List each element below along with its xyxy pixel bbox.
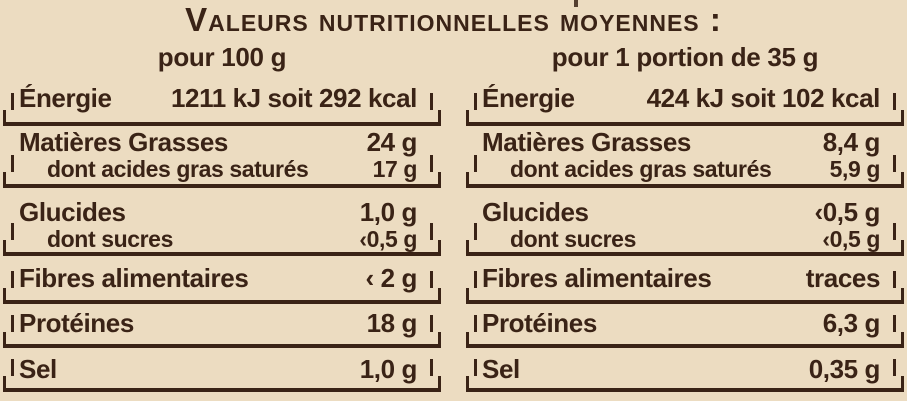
row-value: 424 kJ soit 102 kcal (646, 83, 881, 113)
row-label: Fibres alimentaires (482, 263, 712, 293)
row-energie: Énergie 424 kJ soit 102 kcal (466, 78, 904, 126)
row-label: Protéines (482, 308, 597, 338)
row-proteines: Protéines 6,3 g (466, 304, 904, 348)
row-line: Matières Grasses 24 g (3, 128, 441, 156)
row-subline: dont sucres ‹0,5 g (466, 226, 904, 252)
row-label: Sel (19, 354, 57, 384)
row-matieres-grasses: Matières Grasses 24 g dont acides gras s… (3, 126, 441, 188)
row-fibres: Fibres alimentaires traces (466, 256, 904, 304)
row-energie: Énergie 1211 kJ soit 292 kcal (3, 78, 441, 126)
row-label: Glucides (19, 197, 126, 227)
row-value: 8,4 g (822, 127, 881, 157)
row-value: 6,3 g (822, 308, 881, 338)
row-sub-label: dont acides gras saturés (47, 156, 309, 182)
row-label: Matières Grasses (19, 127, 228, 157)
row-sub-value: 5,9 g (829, 156, 881, 182)
row-line: Matières Grasses 8,4 g (466, 128, 904, 156)
row-value: 1211 kJ soit 292 kcal (170, 83, 417, 113)
row-value: 24 g (366, 127, 418, 157)
row-line: Sel 0,35 g (466, 355, 904, 383)
row-proteines: Protéines 18 g (3, 304, 441, 348)
row-line: Fibres alimentaires ‹ 2 g (3, 264, 441, 292)
row-line: Protéines 18 g (3, 309, 441, 337)
row-value: ‹ 2 g (365, 263, 418, 293)
columns-container: pour 100 g Énergie 1211 kJ soit 292 kcal… (0, 40, 907, 392)
row-subline: dont acides gras saturés 17 g (3, 156, 441, 182)
row-sub-value: 17 g (372, 156, 418, 182)
row-line: Sel 1,0 g (3, 355, 441, 383)
row-value: 0,35 g (808, 354, 881, 384)
column-header-per-portion: pour 1 portion de 35 g (551, 42, 819, 72)
row-label: Énergie (482, 83, 575, 113)
row-sub-label: dont acides gras saturés (510, 156, 772, 182)
column-per-100g: pour 100 g Énergie 1211 kJ soit 292 kcal… (3, 40, 441, 392)
row-line: Glucides ‹0,5 g (466, 198, 904, 226)
row-line: Énergie 424 kJ soit 102 kcal (466, 84, 904, 112)
row-subline: dont acides gras saturés 5,9 g (466, 156, 904, 182)
row-label: Énergie (19, 83, 112, 113)
row-label: Matières Grasses (482, 127, 691, 157)
row-label: Protéines (19, 308, 134, 338)
row-value: ‹0,5 g (814, 197, 880, 227)
row-sub-value: ‹0,5 g (822, 226, 880, 252)
row-value: 18 g (366, 308, 418, 338)
row-glucides: Glucides 1,0 g dont sucres ‹0,5 g (3, 188, 441, 256)
row-line: Énergie 1211 kJ soit 292 kcal (3, 84, 441, 112)
row-sub-value: ‹0,5 g (359, 226, 417, 252)
row-subline: dont sucres ‹0,5 g (3, 226, 441, 252)
row-line: Glucides 1,0 g (3, 198, 441, 226)
row-sel: Sel 0,35 g (466, 348, 904, 392)
row-value: 1,0 g (359, 197, 418, 227)
page-title: Valeurs nutritionnelles moyennes : (185, 1, 722, 38)
row-matieres-grasses: Matières Grasses 8,4 g dont acides gras … (466, 126, 904, 188)
row-sub-label: dont sucres (510, 226, 636, 252)
row-label: Fibres alimentaires (19, 263, 249, 293)
row-value: traces (805, 263, 881, 293)
crop-artifact-mark (574, 0, 578, 7)
row-label: Glucides (482, 197, 589, 227)
row-sel: Sel 1,0 g (3, 348, 441, 392)
row-label: Sel (482, 354, 520, 384)
column-header-per-100g: pour 100 g (157, 42, 287, 72)
row-line: Fibres alimentaires traces (466, 264, 904, 292)
row-fibres: Fibres alimentaires ‹ 2 g (3, 256, 441, 304)
row-value: 1,0 g (359, 354, 418, 384)
column-per-portion: pour 1 portion de 35 g Énergie 424 kJ so… (466, 40, 904, 392)
row-glucides: Glucides ‹0,5 g dont sucres ‹0,5 g (466, 188, 904, 256)
row-line: Protéines 6,3 g (466, 309, 904, 337)
row-sub-label: dont sucres (47, 226, 173, 252)
